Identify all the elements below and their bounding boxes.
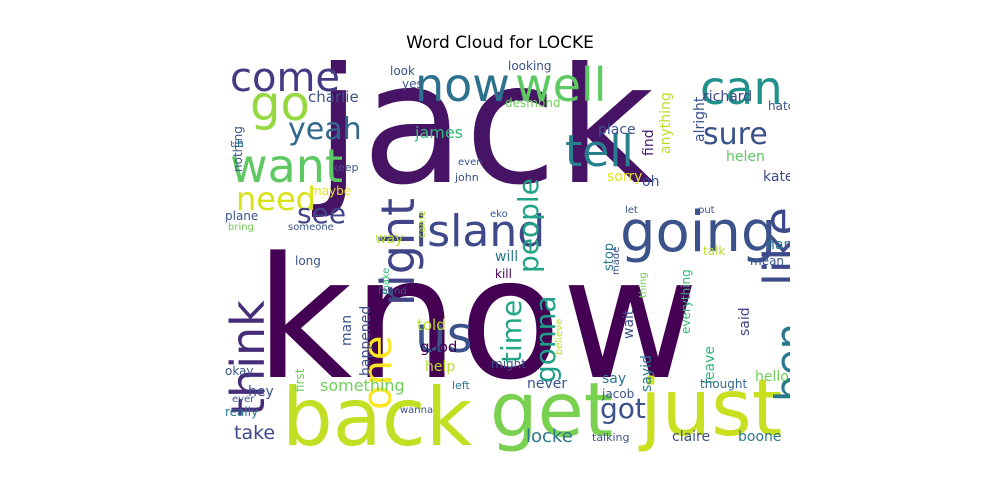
word-talk: talk xyxy=(703,244,726,258)
word-talking: talking xyxy=(592,431,630,444)
word-everything: everything xyxy=(679,269,693,334)
word-people: people xyxy=(512,178,545,273)
word-john: john xyxy=(455,171,479,184)
word-really: really xyxy=(225,405,259,419)
word-ben: ben xyxy=(766,322,790,402)
word-never: never xyxy=(527,376,568,392)
word-james: james xyxy=(415,123,464,142)
word-boone: boone xyxy=(738,429,782,445)
word-kate: kate xyxy=(763,169,790,185)
word-told: told xyxy=(417,316,446,334)
word-found: found xyxy=(378,286,407,297)
word-claire: claire xyxy=(672,429,711,445)
word-something: something xyxy=(320,376,405,395)
word-jack: jack xyxy=(315,60,655,222)
word-just: just xyxy=(640,364,783,452)
word-richard: richard xyxy=(703,89,753,105)
word-plane: plane xyxy=(225,209,259,223)
word-way: way xyxy=(375,231,404,247)
word-man: man xyxy=(339,314,355,346)
word-good: good xyxy=(420,338,458,356)
word-wanna: wanna xyxy=(400,405,434,416)
word-hey: hey xyxy=(248,384,274,400)
word-time: time xyxy=(495,299,528,363)
word-came: came xyxy=(417,210,428,238)
word-helen: helen xyxy=(726,149,765,165)
word-thing: thing xyxy=(638,272,649,298)
word-wait: wait xyxy=(621,309,637,339)
word-oh: oh xyxy=(642,174,660,190)
word-believe: believe xyxy=(554,318,565,355)
word-happened: happened xyxy=(358,305,374,376)
word-made: made xyxy=(611,246,622,275)
word-tell: tell xyxy=(565,126,634,177)
word-well: well xyxy=(515,60,607,112)
word-go: go xyxy=(250,76,310,132)
word-look: look xyxy=(390,64,415,78)
word-left: left xyxy=(452,379,470,392)
word-sure: sure xyxy=(703,117,768,152)
word-know: know xyxy=(255,221,699,417)
word-need: need xyxy=(236,180,316,218)
word-say: say xyxy=(602,371,627,387)
word-okay: okay xyxy=(225,364,254,378)
word-going: going xyxy=(620,200,777,265)
word-put: put xyxy=(698,205,715,216)
chart-title: Word Cloud for LOCKE xyxy=(406,33,594,53)
word-bring: bring xyxy=(228,222,254,233)
word-maybe: maybe xyxy=(310,184,352,198)
word-cloud: know jack back just get going island now well can… xyxy=(210,60,790,452)
word-name: name xyxy=(766,237,790,253)
word-hatch: hatch xyxy=(768,99,790,113)
word-can: can xyxy=(700,61,783,115)
word-someone: someone xyxy=(288,222,334,233)
word-long: long xyxy=(295,254,321,268)
word-back: back xyxy=(282,371,473,453)
word-see: see xyxy=(297,197,347,230)
word-thought: thought xyxy=(700,377,748,391)
word-keep: keep xyxy=(332,161,359,174)
word-locke: locke xyxy=(526,426,573,447)
word-uh: uh xyxy=(230,137,244,150)
word-looking: looking xyxy=(508,60,552,73)
word-first: first xyxy=(293,368,307,392)
word-eko: eko xyxy=(490,209,508,220)
word-desmond: desmond xyxy=(505,96,561,110)
word-kill: kill xyxy=(495,267,512,281)
word-take: take xyxy=(234,422,276,444)
word-us: us xyxy=(415,306,473,364)
word-yeah: yeah xyxy=(288,112,362,147)
word-now: now xyxy=(415,60,510,112)
word-sorry: sorry xyxy=(607,169,643,185)
word-come: come xyxy=(230,60,341,101)
word-mean: mean xyxy=(750,254,785,268)
word-sayid: sayid xyxy=(639,355,655,392)
word-let: let xyxy=(625,205,638,216)
word-want: want xyxy=(230,139,344,193)
word-yes: yes xyxy=(402,77,423,91)
word-get: get xyxy=(490,366,614,452)
word-help: help xyxy=(425,359,456,375)
word-alright: alright xyxy=(692,96,708,142)
word-place: place xyxy=(598,122,636,138)
word-island: island xyxy=(415,206,546,257)
word-even: even xyxy=(458,157,483,168)
word-got: got xyxy=(600,392,646,425)
word-charlie: charlie xyxy=(308,88,359,106)
word-ever: ever xyxy=(232,394,255,405)
word-said: said xyxy=(737,307,753,336)
word-will: will xyxy=(495,249,519,265)
word-jacob: jacob xyxy=(602,387,635,401)
word-find: find xyxy=(641,129,657,156)
word-might: might xyxy=(491,357,526,371)
word-anything: anything xyxy=(658,92,674,154)
word-hello: hello xyxy=(755,369,789,385)
